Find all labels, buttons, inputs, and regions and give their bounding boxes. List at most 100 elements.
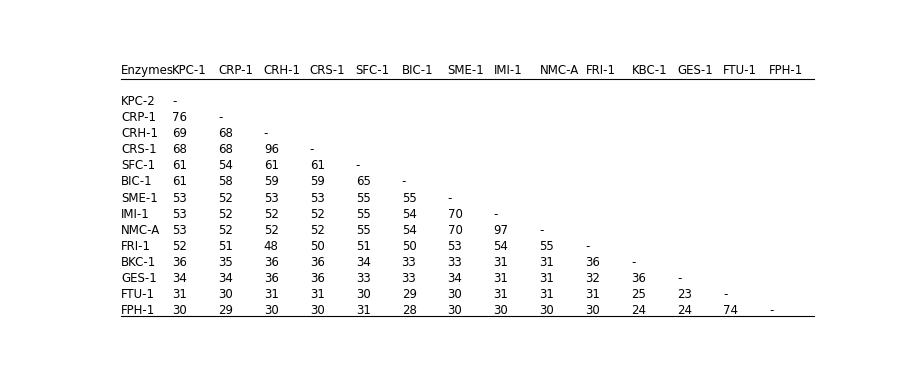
Text: 36: 36 <box>263 256 279 269</box>
Text: 68: 68 <box>218 127 232 140</box>
Text: 52: 52 <box>172 240 187 253</box>
Text: 52: 52 <box>218 208 232 221</box>
Text: 30: 30 <box>310 304 324 317</box>
Text: 50: 50 <box>310 240 324 253</box>
Text: FTU-1: FTU-1 <box>722 64 756 77</box>
Text: -: - <box>677 272 681 285</box>
Text: 52: 52 <box>263 208 279 221</box>
Text: 31: 31 <box>585 288 599 301</box>
Text: SME-1: SME-1 <box>447 64 484 77</box>
Text: 31: 31 <box>539 272 554 285</box>
Text: 96: 96 <box>263 143 279 156</box>
Text: 31: 31 <box>310 288 324 301</box>
Text: CRH-1: CRH-1 <box>263 64 301 77</box>
Text: 33: 33 <box>401 256 416 269</box>
Text: 76: 76 <box>172 111 187 124</box>
Text: -: - <box>539 224 543 237</box>
Text: CRH-1: CRH-1 <box>121 127 158 140</box>
Text: 55: 55 <box>539 240 554 253</box>
Text: 34: 34 <box>172 272 187 285</box>
Text: 51: 51 <box>355 240 370 253</box>
Text: FPH-1: FPH-1 <box>768 64 803 77</box>
Text: 58: 58 <box>218 175 232 188</box>
Text: 24: 24 <box>677 304 691 317</box>
Text: FTU-1: FTU-1 <box>121 288 155 301</box>
Text: KPC-2: KPC-2 <box>121 95 156 108</box>
Text: 55: 55 <box>355 208 370 221</box>
Text: 24: 24 <box>630 304 646 317</box>
Text: 52: 52 <box>310 224 324 237</box>
Text: 31: 31 <box>493 288 507 301</box>
Text: 36: 36 <box>585 256 599 269</box>
Text: BIC-1: BIC-1 <box>401 64 433 77</box>
Text: 54: 54 <box>401 224 416 237</box>
Text: CRS-1: CRS-1 <box>310 64 345 77</box>
Text: 55: 55 <box>401 192 416 204</box>
Text: 30: 30 <box>447 304 462 317</box>
Text: -: - <box>630 256 635 269</box>
Text: 59: 59 <box>310 175 324 188</box>
Text: IMI-1: IMI-1 <box>493 64 522 77</box>
Text: -: - <box>493 208 497 221</box>
Text: CRS-1: CRS-1 <box>121 143 157 156</box>
Text: 53: 53 <box>263 192 278 204</box>
Text: 34: 34 <box>218 272 232 285</box>
Text: 53: 53 <box>447 240 462 253</box>
Text: SFC-1: SFC-1 <box>355 64 389 77</box>
Text: 52: 52 <box>263 224 279 237</box>
Text: FRI-1: FRI-1 <box>121 240 151 253</box>
Text: 30: 30 <box>447 288 462 301</box>
Text: 54: 54 <box>218 159 232 172</box>
Text: 31: 31 <box>172 288 187 301</box>
Text: 29: 29 <box>218 304 232 317</box>
Text: -: - <box>263 127 268 140</box>
Text: -: - <box>401 175 405 188</box>
Text: 36: 36 <box>630 272 646 285</box>
Text: 30: 30 <box>355 288 370 301</box>
Text: 69: 69 <box>172 127 187 140</box>
Text: 31: 31 <box>539 256 554 269</box>
Text: BIC-1: BIC-1 <box>121 175 152 188</box>
Text: 70: 70 <box>447 224 462 237</box>
Text: 53: 53 <box>172 192 187 204</box>
Text: SFC-1: SFC-1 <box>121 159 155 172</box>
Text: GES-1: GES-1 <box>121 272 157 285</box>
Text: 51: 51 <box>218 240 232 253</box>
Text: 59: 59 <box>263 175 279 188</box>
Text: 28: 28 <box>401 304 416 317</box>
Text: 35: 35 <box>218 256 232 269</box>
Text: -: - <box>585 240 589 253</box>
Text: 30: 30 <box>263 304 278 317</box>
Text: 36: 36 <box>310 256 324 269</box>
Text: 34: 34 <box>355 256 370 269</box>
Text: 65: 65 <box>355 175 370 188</box>
Text: 30: 30 <box>172 304 187 317</box>
Text: 30: 30 <box>539 304 554 317</box>
Text: KPC-1: KPC-1 <box>172 64 207 77</box>
Text: 50: 50 <box>401 240 416 253</box>
Text: 33: 33 <box>401 272 416 285</box>
Text: 31: 31 <box>355 304 370 317</box>
Text: 68: 68 <box>172 143 187 156</box>
Text: SME-1: SME-1 <box>121 192 158 204</box>
Text: 33: 33 <box>355 272 370 285</box>
Text: 61: 61 <box>310 159 324 172</box>
Text: NMC-A: NMC-A <box>539 64 578 77</box>
Text: CRP-1: CRP-1 <box>218 64 252 77</box>
Text: 55: 55 <box>355 224 370 237</box>
Text: -: - <box>172 95 176 108</box>
Text: 70: 70 <box>447 208 462 221</box>
Text: GES-1: GES-1 <box>677 64 712 77</box>
Text: 30: 30 <box>585 304 599 317</box>
Text: 31: 31 <box>493 272 507 285</box>
Text: 31: 31 <box>263 288 279 301</box>
Text: 30: 30 <box>218 288 232 301</box>
Text: KBC-1: KBC-1 <box>630 64 666 77</box>
Text: NMC-A: NMC-A <box>121 224 160 237</box>
Text: 55: 55 <box>355 192 370 204</box>
Text: -: - <box>447 192 452 204</box>
Text: 32: 32 <box>585 272 599 285</box>
Text: -: - <box>218 111 222 124</box>
Text: 54: 54 <box>493 240 507 253</box>
Text: 36: 36 <box>263 272 279 285</box>
